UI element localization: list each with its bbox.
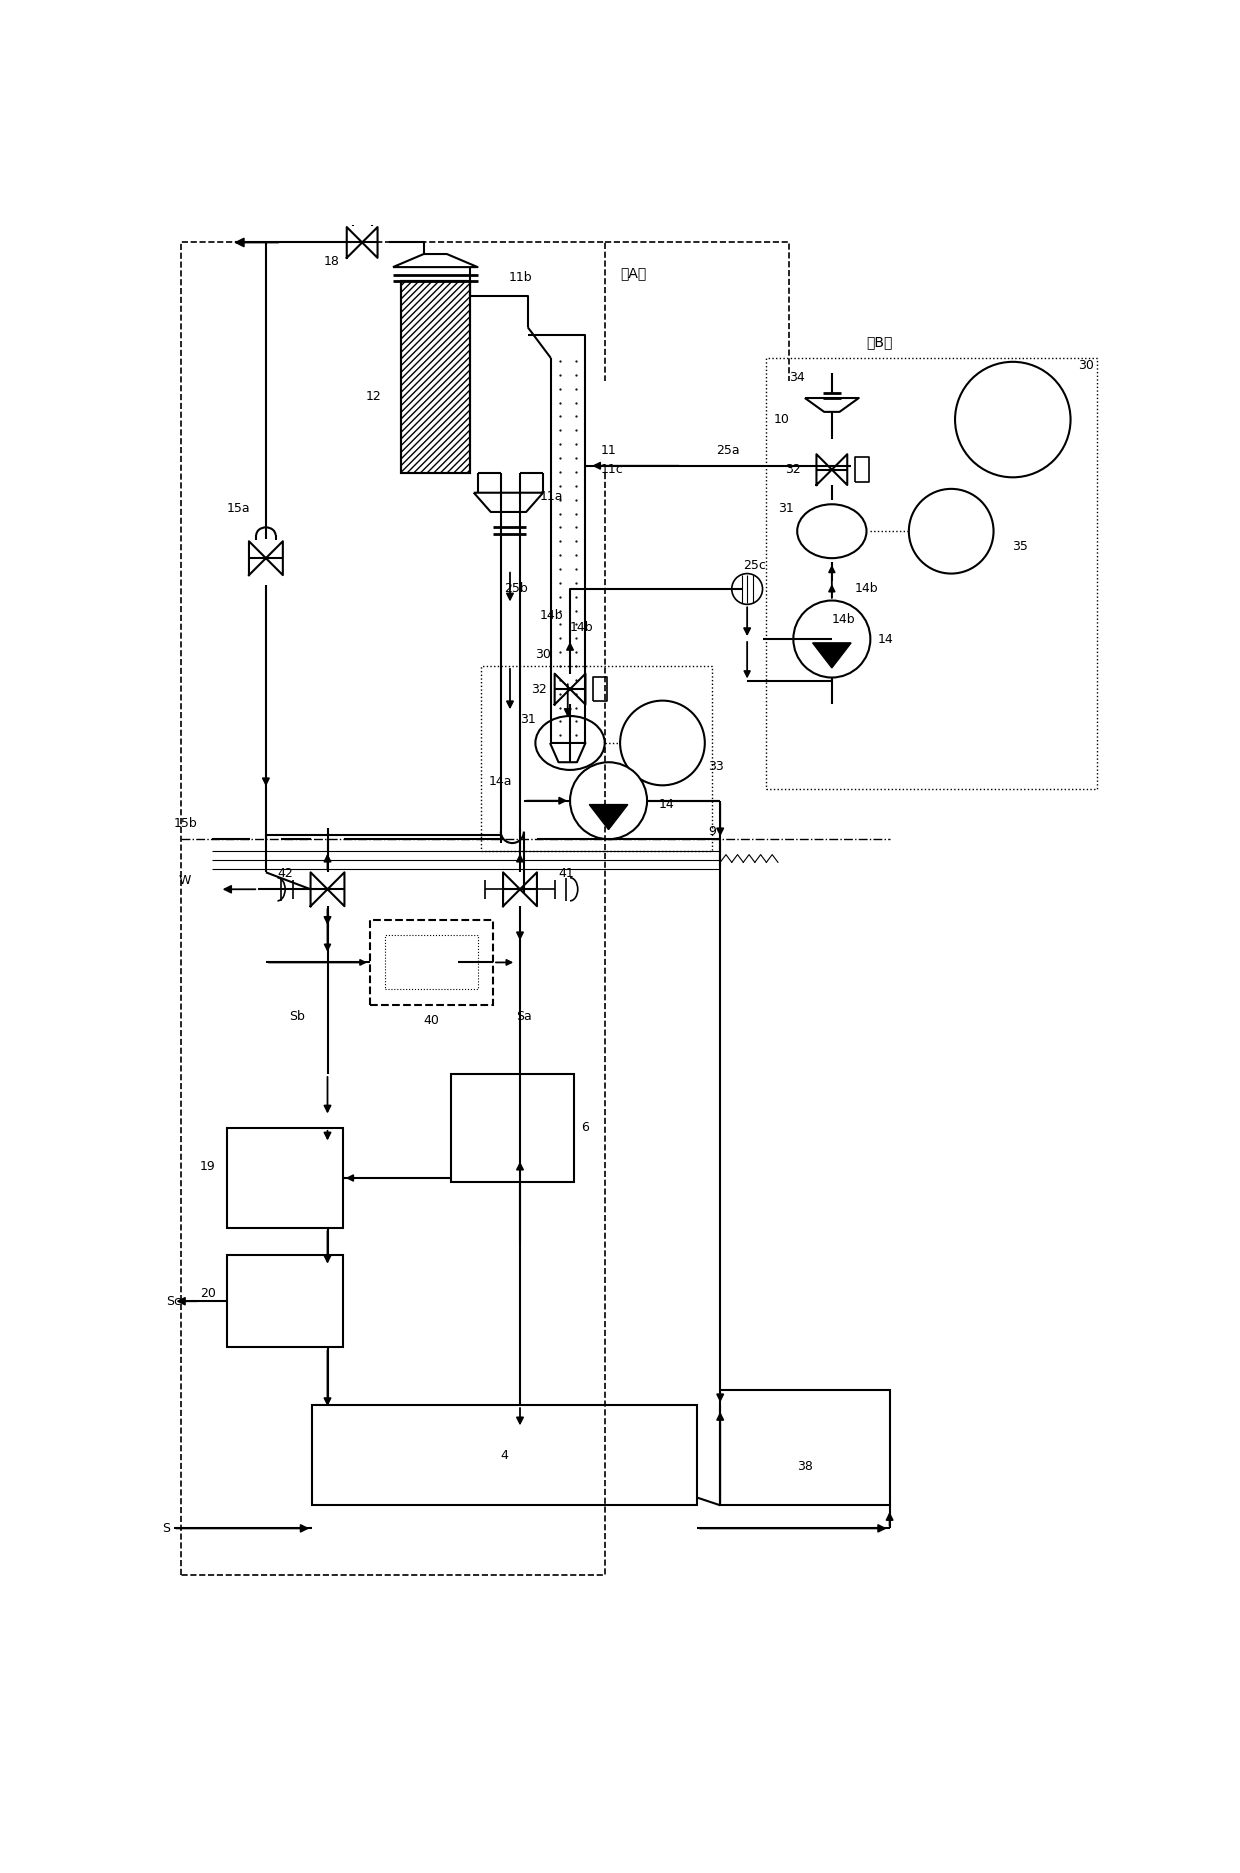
Circle shape: [955, 361, 1070, 478]
Text: 14a: 14a: [489, 775, 512, 789]
Text: 32: 32: [531, 682, 547, 695]
Bar: [401, 281, 470, 474]
Text: 11b: 11b: [508, 270, 532, 283]
Bar: [386, 935, 477, 989]
Text: Sc: Sc: [166, 1294, 181, 1307]
Text: 14b: 14b: [854, 583, 878, 596]
Text: 14: 14: [658, 798, 675, 811]
Text: 30: 30: [1078, 360, 1094, 373]
Text: S: S: [161, 1523, 170, 1534]
Bar: [227, 1255, 343, 1347]
Text: 14b: 14b: [539, 609, 563, 622]
Ellipse shape: [536, 715, 605, 770]
Text: 4: 4: [501, 1448, 508, 1461]
Text: 15a: 15a: [227, 502, 250, 515]
Bar: [720, 1390, 889, 1506]
Text: （A）: （A）: [620, 266, 646, 281]
Polygon shape: [812, 642, 851, 669]
Ellipse shape: [797, 504, 867, 558]
Text: Sb: Sb: [289, 1010, 305, 1023]
Text: 19: 19: [200, 1159, 216, 1172]
Text: 9: 9: [708, 824, 717, 837]
Text: 11c: 11c: [601, 463, 624, 476]
Text: 25a: 25a: [715, 444, 740, 457]
Circle shape: [570, 762, 647, 839]
Text: 33: 33: [708, 760, 724, 772]
Bar: [312, 1405, 697, 1506]
Text: 14b: 14b: [832, 612, 856, 626]
Bar: [450, 1073, 574, 1182]
Circle shape: [620, 701, 704, 785]
Text: （B）: （B）: [867, 335, 893, 350]
Text: 40: 40: [424, 1013, 439, 1026]
Text: 31: 31: [520, 714, 536, 727]
Text: 34: 34: [790, 371, 805, 384]
Text: 30: 30: [536, 648, 551, 661]
Text: 20: 20: [200, 1287, 216, 1300]
Polygon shape: [589, 805, 627, 830]
Text: 35: 35: [1013, 539, 1028, 553]
Text: 41: 41: [558, 867, 574, 880]
Bar: [401, 281, 470, 474]
Text: 11: 11: [601, 444, 616, 457]
Text: 10: 10: [774, 414, 790, 425]
Circle shape: [794, 601, 870, 678]
Text: Sa: Sa: [516, 1010, 532, 1023]
Bar: [370, 920, 494, 1004]
Text: W: W: [179, 873, 191, 886]
Text: 6: 6: [582, 1122, 589, 1135]
Text: 11a: 11a: [539, 491, 563, 504]
Text: 14: 14: [878, 633, 894, 646]
Text: 12: 12: [366, 390, 382, 403]
Text: 25b: 25b: [503, 583, 528, 596]
Text: 32: 32: [785, 463, 801, 476]
Text: 25c: 25c: [744, 560, 766, 573]
Text: 14b: 14b: [570, 622, 594, 633]
Text: 38: 38: [797, 1461, 813, 1474]
Bar: [227, 1128, 343, 1229]
Circle shape: [909, 489, 993, 573]
Text: 42: 42: [277, 867, 293, 880]
Text: 18: 18: [324, 255, 340, 268]
Text: 15b: 15b: [174, 817, 197, 830]
Text: 31: 31: [777, 502, 794, 515]
